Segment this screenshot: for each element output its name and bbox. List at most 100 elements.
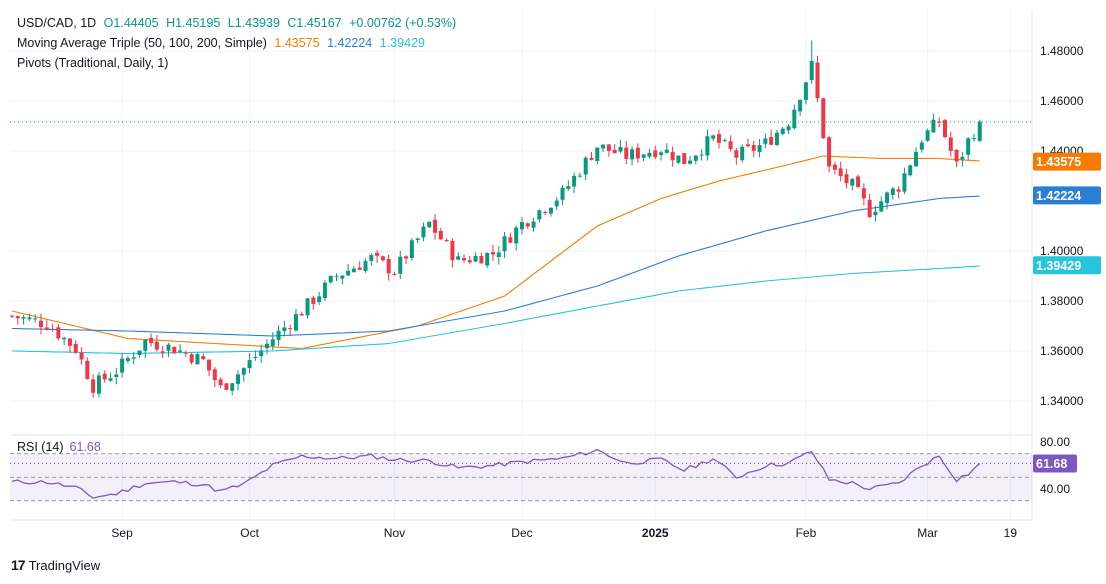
candle (647, 148, 652, 159)
candle (688, 156, 693, 165)
candle-body (647, 152, 652, 157)
candle-body (914, 151, 919, 167)
candle (456, 252, 461, 261)
candle-body (288, 328, 293, 330)
candle-body (427, 221, 432, 228)
candle-body (96, 375, 101, 394)
candle (751, 140, 756, 157)
pivots-label[interactable]: Pivots (Traditional, Daily, 1) (17, 56, 169, 70)
candle-body (456, 256, 461, 260)
candle (931, 113, 936, 133)
symbol-label[interactable]: USD/CAD, 1D (17, 16, 97, 30)
candle (832, 161, 837, 175)
candle-body (44, 327, 49, 330)
rsi-legend-label[interactable]: RSI (14) (17, 440, 64, 454)
candle-body (375, 252, 380, 256)
candle (230, 382, 235, 396)
candle (195, 352, 200, 365)
candle-body (241, 368, 246, 375)
candle-body (734, 150, 739, 158)
candle-body (519, 222, 524, 230)
candle (682, 152, 687, 165)
candle-body (212, 369, 217, 381)
candle (954, 149, 959, 168)
candle-body (10, 315, 14, 317)
candle-body (485, 252, 490, 266)
candle (10, 314, 14, 318)
candle (201, 353, 206, 360)
candle-body (543, 212, 548, 214)
candle-body (751, 145, 756, 151)
ma100-value: 1.42224 (327, 36, 373, 50)
candle (543, 210, 548, 216)
candle (73, 340, 78, 355)
candle-body (705, 136, 710, 156)
price-label-text: 1.43575 (1036, 155, 1081, 169)
candle-body (856, 176, 861, 188)
candle-body (716, 134, 721, 143)
tradingview-footer[interactable]: 17 TradingView (11, 557, 100, 573)
candle-body (890, 188, 895, 195)
candle (56, 323, 61, 341)
rsi-value-text: 61.68 (1036, 457, 1067, 471)
candle-body (346, 270, 351, 276)
candle (792, 104, 797, 130)
candle (942, 118, 947, 139)
candle (462, 254, 467, 263)
candle (485, 252, 490, 268)
candle-body (572, 175, 577, 187)
candle (172, 346, 177, 354)
candle (114, 368, 119, 385)
candle (91, 374, 96, 398)
tradingview-brand: TradingView (28, 557, 101, 573)
candle-body (838, 168, 843, 177)
candle-body (490, 252, 495, 255)
candle (311, 295, 316, 310)
candle (769, 129, 774, 146)
candle (102, 370, 107, 383)
candle-body (624, 147, 629, 159)
candle (270, 332, 275, 351)
candle-body (919, 142, 924, 150)
candle-body (531, 221, 536, 228)
candle-body (270, 339, 275, 346)
candle-body (676, 155, 681, 163)
ma-legend-label[interactable]: Moving Average Triple (50, 100, 200, Sim… (17, 36, 267, 50)
candle (166, 342, 171, 358)
candle (635, 143, 640, 163)
candle-body (137, 350, 142, 355)
candle-body (577, 175, 582, 177)
candle (745, 138, 750, 148)
candle (641, 153, 646, 162)
candle (293, 309, 298, 332)
candle (763, 133, 768, 149)
candle (896, 186, 901, 199)
candle-body (630, 149, 635, 160)
high-value: H1.45195 (166, 16, 221, 30)
candle (890, 186, 895, 200)
candle (566, 180, 571, 191)
candle-body (421, 226, 426, 238)
candle-body (160, 351, 165, 353)
candle (79, 347, 84, 365)
candle (948, 131, 953, 157)
candle (937, 117, 942, 128)
candle-body (682, 153, 687, 165)
price-label-badge (1033, 152, 1101, 171)
candle (844, 168, 849, 189)
candle (548, 207, 553, 217)
candle (601, 144, 606, 153)
price-label-text: 1.39429 (1036, 259, 1081, 273)
candle (919, 139, 924, 153)
candle-body (282, 327, 287, 331)
candle (178, 344, 183, 353)
candle-body (774, 132, 779, 146)
candle (821, 97, 826, 140)
candle-body (595, 147, 600, 161)
candle-body (259, 350, 264, 357)
candle-body (769, 137, 774, 145)
candle-body (966, 138, 971, 155)
candle-body (183, 352, 188, 354)
candle (554, 197, 559, 211)
candle-body (207, 359, 212, 371)
